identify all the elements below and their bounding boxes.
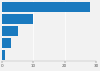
Bar xyxy=(2,50,5,60)
Bar xyxy=(2,14,33,24)
Bar xyxy=(2,26,18,36)
Bar xyxy=(2,2,90,12)
Bar xyxy=(2,38,11,48)
